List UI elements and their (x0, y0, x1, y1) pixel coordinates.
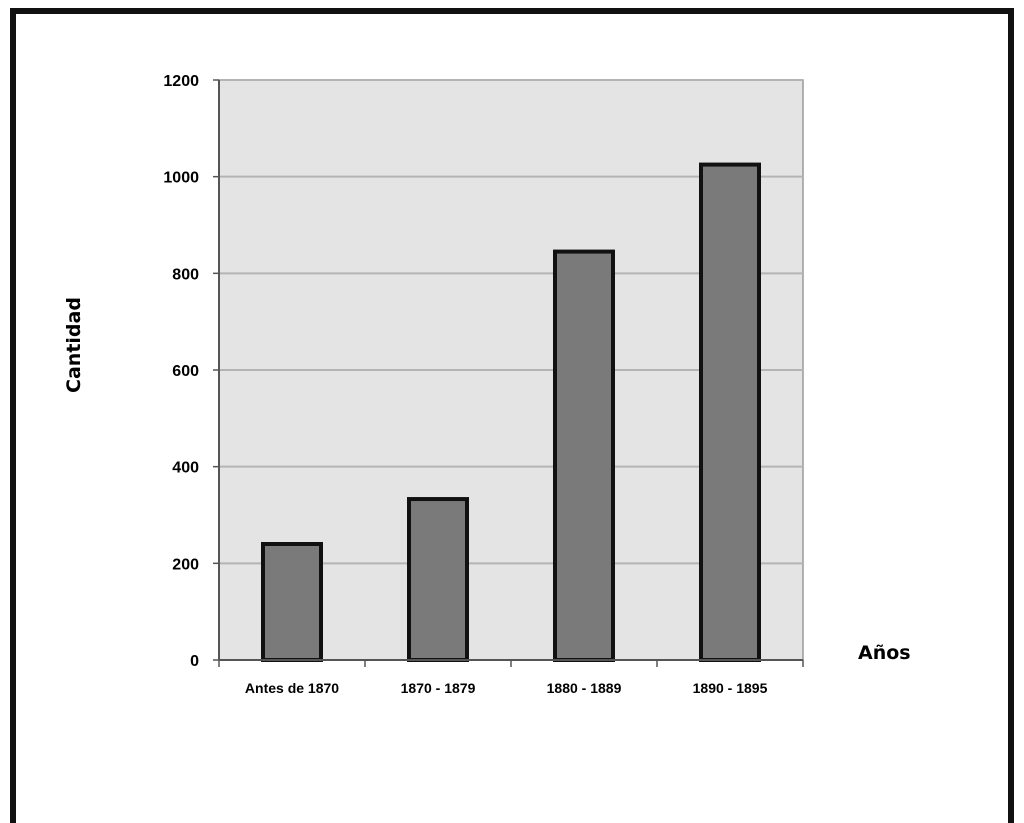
y-tick-label: 800 (172, 266, 199, 283)
y-tick-label: 1000 (163, 170, 199, 187)
x-tick-label: 1870 - 1879 (401, 680, 476, 696)
bar (407, 497, 469, 662)
x-tick-label: 1890 - 1895 (693, 680, 768, 696)
y-tick-label: 400 (172, 460, 199, 477)
x-axis-title: Años (858, 642, 911, 664)
y-axis-title: Cantidad (63, 297, 85, 393)
y-tick-label: 0 (190, 653, 199, 670)
bars (261, 162, 761, 662)
bar (553, 249, 615, 662)
y-tick-label: 1200 (163, 73, 199, 90)
bar (699, 162, 761, 662)
y-tick-label: 200 (172, 556, 199, 573)
x-tick-labels: Antes de 1870 1870 - 1879 1880 - 1889 1890 … (245, 680, 768, 696)
x-tick-label: Antes de 1870 (245, 680, 339, 696)
y-tick-labels: 0 200 400 600 800 1000 1200 (163, 73, 199, 670)
y-tick-label: 600 (172, 363, 199, 380)
bar (261, 542, 323, 662)
x-tick-label: 1880 - 1889 (547, 680, 622, 696)
axes (218, 80, 804, 667)
